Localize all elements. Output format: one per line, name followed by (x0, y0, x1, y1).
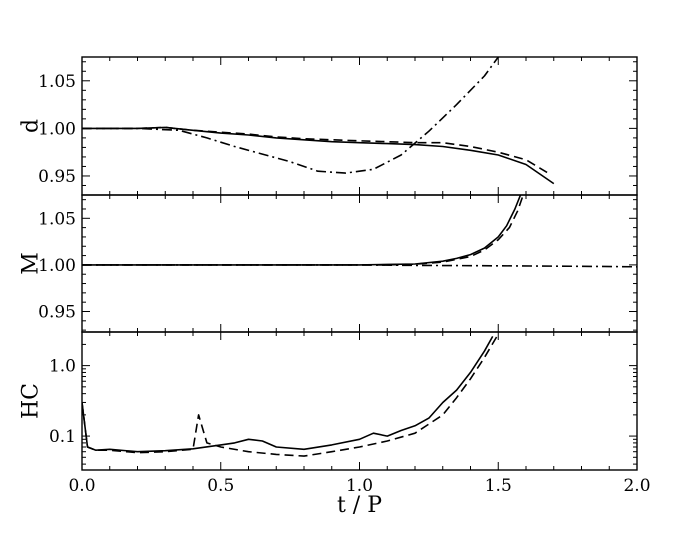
series-line-dashed (82, 333, 499, 457)
series-group (82, 57, 555, 185)
series-group (82, 333, 499, 457)
y-tick-label: 1.00 (38, 256, 76, 276)
series-line-solid (82, 195, 522, 266)
x-tick-label: 1.5 (485, 476, 512, 496)
y-tick-label: 0.1 (49, 427, 76, 447)
y-tick-label: 1.05 (38, 209, 76, 229)
series-line-solid (82, 126, 555, 185)
x-tick-label: 1.0 (346, 476, 373, 496)
series-line-dashdot (82, 57, 499, 174)
y-tick-label: 1.0 (49, 357, 76, 377)
y-axis-label-hc: HC (19, 383, 44, 419)
series-group (82, 195, 637, 268)
x-tick-label: 2.0 (623, 476, 650, 496)
plot-frame (81, 56, 638, 196)
y-axis-label-m: M (19, 252, 44, 275)
x-tick-label: 0.0 (68, 476, 95, 496)
y-axis-label-d: d (19, 119, 44, 133)
y-tick-label: 0.95 (38, 302, 76, 322)
series-line-dashed (82, 126, 549, 174)
plot-frame (81, 331, 638, 471)
y-tick-label: 1.05 (38, 72, 76, 92)
plot-frame (81, 194, 638, 333)
panel-hc: 0.1 1.0 0.0 0.5 1.0 1.5 2.0 (49, 331, 651, 496)
panel-d: 0.95 1.00 1.05 (38, 56, 638, 196)
y-tick-label: 1.00 (38, 119, 76, 139)
series-line-solid (82, 336, 494, 453)
x-tick-label: 0.5 (207, 476, 234, 496)
x-axis-label: t / P (337, 493, 382, 518)
panel-m: 0.95 1.00 1.05 (38, 194, 638, 333)
series-line-dashed (82, 195, 524, 266)
y-tick-label: 0.95 (38, 167, 76, 187)
